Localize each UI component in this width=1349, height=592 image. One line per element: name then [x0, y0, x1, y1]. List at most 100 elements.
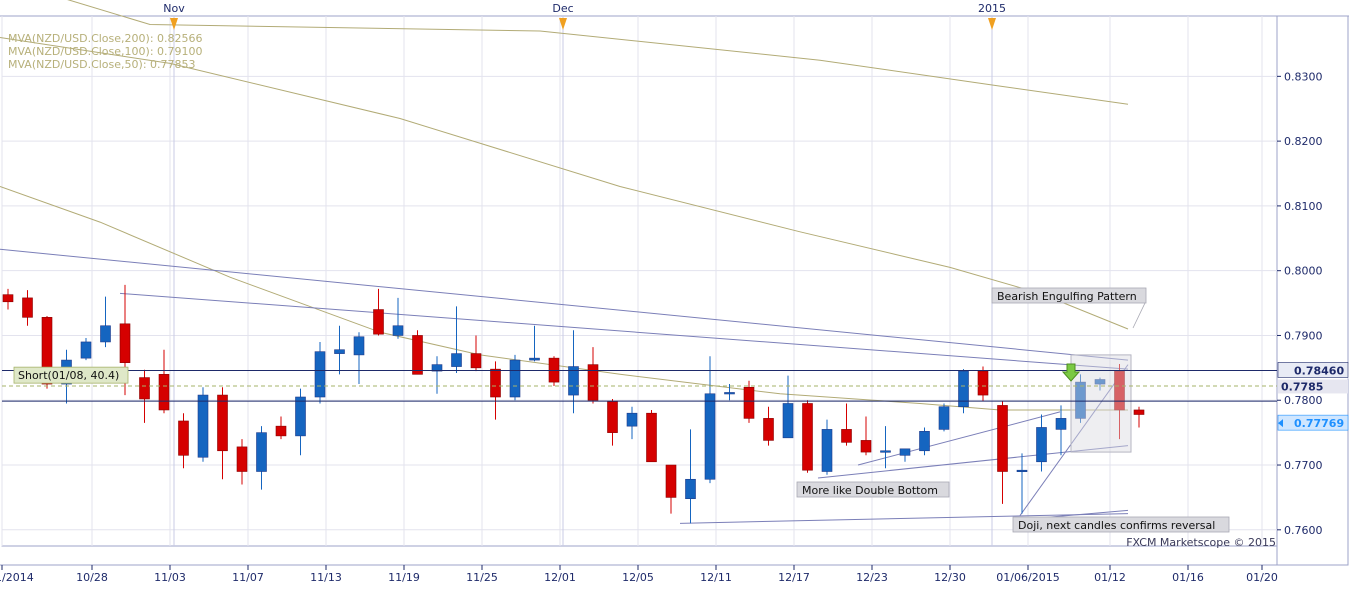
bull-candle [1094, 379, 1106, 385]
bull-candle [451, 353, 462, 367]
bull-candle [100, 325, 111, 343]
bull-candle [899, 448, 911, 456]
bull-candle [431, 364, 443, 372]
x-tick-label: 12/30 [934, 571, 966, 584]
y-tick-label: 0.7700 [1284, 459, 1323, 472]
current-price-arrow-icon [1278, 419, 1283, 428]
annotation-double-bottom: More like Double Bottom [802, 484, 938, 497]
mva-200-line [67, 0, 1129, 105]
x-tick-label: 01/12 [1094, 571, 1126, 584]
x-tick-label: 12/23 [856, 571, 888, 584]
x-tick-label: 10/28 [76, 571, 108, 584]
bull-candle [626, 412, 638, 427]
overlay-layer: 0.7785 0.78460 0.77769 Short(01/08, 40.4) Be… [2, 287, 1349, 549]
y-tick-label: 0.8200 [1284, 135, 1323, 148]
y-tick-label: 0.7900 [1284, 329, 1323, 342]
bull-candle [1055, 418, 1067, 430]
y-tick-label: 0.7600 [1284, 524, 1323, 537]
engulfing-highlight-box [1070, 354, 1132, 453]
position-tag-box [13, 366, 129, 384]
price-tag-box-current [1277, 414, 1349, 431]
bear-candle [139, 377, 150, 400]
bull-candle [197, 394, 209, 458]
bear-candle [646, 412, 657, 463]
x-tick-label: 11/13 [310, 571, 342, 584]
bull-candle [353, 336, 365, 356]
bear-candle [275, 425, 287, 437]
x-tick-label: 11/25 [466, 571, 498, 584]
y-tick-label: 0.7800 [1284, 394, 1323, 407]
bear-candle [607, 401, 618, 433]
month-label: Nov [163, 2, 185, 15]
bear-candle [860, 440, 872, 453]
bull-candle [80, 341, 92, 359]
bear-candle [236, 446, 248, 472]
price-axis-frame [1276, 15, 1349, 566]
annotation-doji-box [1012, 516, 1230, 533]
bear-candle [373, 309, 384, 335]
annotation-doji: Doji, next candles confirms reversal [1018, 519, 1215, 532]
grid-layer [0, 15, 1349, 566]
double-bottom-line [817, 445, 1129, 479]
x-tick-label: 12/05 [622, 571, 654, 584]
bull-candle [295, 396, 306, 437]
bear-candle [119, 323, 131, 363]
x-tick-label: 11/07 [232, 571, 264, 584]
support-trendline [679, 513, 1129, 524]
bull-candle [821, 429, 833, 472]
mva-legend-entry: MVA(NZD/USD.Close,100): 0.79100 [8, 45, 203, 58]
bear-candle [997, 405, 1008, 472]
x-tick-label: 01/20 [1246, 571, 1278, 584]
bear-candle [217, 394, 228, 452]
price-tag-label-current: 0.77769 [1294, 417, 1344, 430]
reversal-trendline [1019, 364, 1129, 516]
bear-candle [1114, 370, 1125, 411]
bear-candle [1133, 409, 1145, 415]
bear-candle [841, 429, 852, 443]
annotation-bearish-engulfing: Bearish Engulfing Pattern [997, 290, 1137, 303]
bull-candle [1075, 381, 1086, 419]
month-marker-icon [988, 18, 996, 30]
x-tick-label: 12/17 [778, 571, 810, 584]
bear-candle [470, 353, 482, 369]
bear-candle [977, 370, 989, 396]
resistance-trendline [0, 248, 1129, 361]
bear-candle [178, 420, 189, 456]
bull-candle [704, 393, 716, 480]
month-marker-icon [170, 18, 178, 30]
x-tick-label: 11/19 [388, 571, 420, 584]
annotation-bearish-engulfing-box [991, 287, 1147, 304]
ma-legend: MVA(NZD/USD.Close,200): 0.82566MVA(NZD/U… [8, 32, 203, 71]
annotation-double-bottom-box [796, 481, 950, 498]
y-tick-label: 0.8300 [1284, 70, 1323, 83]
position-tag-label: Short(01/08, 40.4) [18, 369, 119, 382]
bull-candle [724, 392, 735, 395]
x-tick-label: 12/11 [700, 571, 732, 584]
bull-candle [509, 359, 521, 398]
mva-legend-entry: MVA(NZD/USD.Close,200): 0.82566 [8, 32, 203, 45]
bull-candle [880, 450, 891, 453]
channel-line [857, 411, 1061, 466]
x-tick-label: 11/03 [154, 571, 186, 584]
bear-candle [490, 368, 501, 398]
y-tick-label: 0.8100 [1284, 200, 1323, 213]
price-tag-label: 0.78460 [1294, 364, 1344, 377]
bear-candle [763, 418, 774, 441]
x-tick-label: 10/21/2014 [0, 571, 34, 584]
bear-candle [412, 335, 423, 375]
bull-candle [685, 478, 696, 500]
annotation-connector [1132, 302, 1146, 329]
bear-candle [587, 364, 599, 401]
x-tick-label: 01/16 [1172, 571, 1204, 584]
bull-candle [1036, 427, 1047, 463]
bull-candle [392, 325, 404, 336]
bear-candle [2, 294, 14, 303]
bull-candle [1016, 469, 1028, 473]
candle-layer [2, 284, 1145, 524]
bull-candle [256, 432, 267, 472]
bear-candle [665, 464, 677, 498]
bull-candle [958, 370, 969, 408]
axis-layer: 0.83000.82000.81000.80000.79000.78000.77… [0, 2, 1323, 584]
bear-candle [158, 374, 170, 411]
